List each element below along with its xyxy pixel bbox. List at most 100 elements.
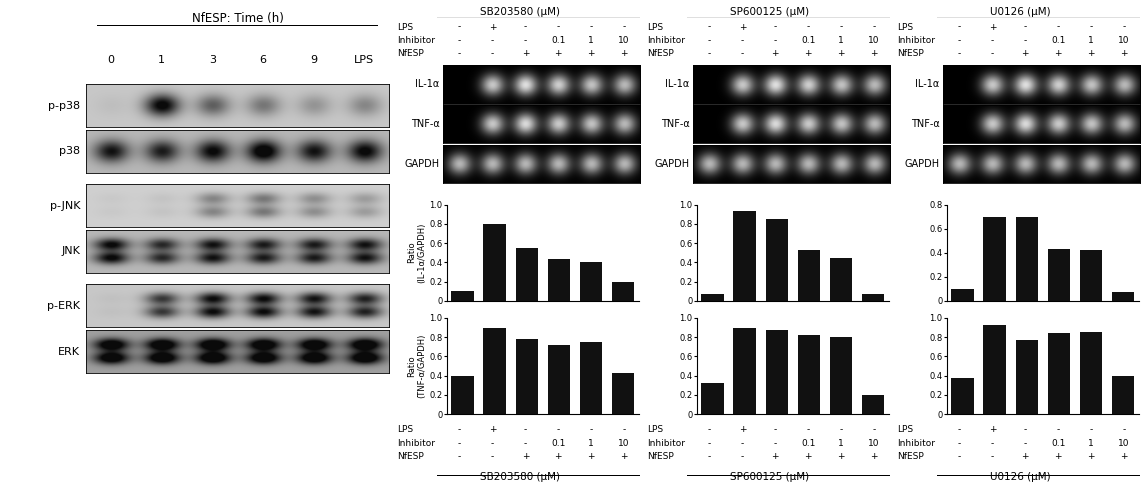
Text: -: -: [623, 425, 625, 434]
Text: ERK: ERK: [58, 347, 80, 356]
Bar: [1016, 340, 1039, 414]
Bar: [579, 262, 602, 301]
Text: -: -: [958, 36, 961, 45]
Text: -: -: [1024, 439, 1027, 448]
Text: -: -: [958, 439, 961, 448]
Bar: [611, 282, 634, 301]
Text: IL-1α: IL-1α: [416, 79, 440, 89]
Text: LPS: LPS: [397, 425, 413, 434]
Bar: [702, 294, 724, 301]
Text: 3: 3: [208, 55, 215, 65]
Bar: [862, 395, 884, 414]
Text: -: -: [774, 36, 777, 45]
Text: p-ERK: p-ERK: [47, 301, 80, 311]
Text: -: -: [491, 49, 495, 58]
Text: -: -: [458, 439, 461, 448]
Text: SP600125 (μM): SP600125 (μM): [731, 7, 810, 17]
Bar: [1048, 249, 1071, 301]
Text: U0126 (μM): U0126 (μM): [989, 7, 1050, 17]
Bar: [702, 384, 724, 414]
Text: -: -: [708, 36, 711, 45]
Text: -: -: [458, 36, 461, 45]
Text: -: -: [990, 36, 994, 45]
Text: 0.1: 0.1: [802, 36, 815, 45]
Text: +: +: [1055, 49, 1061, 58]
Text: -: -: [741, 452, 744, 461]
Bar: [579, 342, 602, 414]
Text: SB203580 (μM): SB203580 (μM): [480, 472, 560, 482]
Text: LPS: LPS: [898, 425, 914, 434]
Text: -: -: [774, 425, 777, 434]
Bar: [798, 250, 820, 301]
Text: p38: p38: [60, 146, 80, 156]
Text: 10: 10: [868, 36, 879, 45]
Text: GAPDH: GAPDH: [404, 159, 440, 169]
Text: -: -: [839, 425, 843, 434]
Text: +: +: [772, 49, 779, 58]
Text: p-p38: p-p38: [48, 101, 80, 110]
Text: -: -: [806, 425, 810, 434]
Text: -: -: [523, 23, 527, 32]
Text: -: -: [556, 425, 560, 434]
Text: 0.1: 0.1: [551, 439, 566, 448]
Text: -: -: [990, 49, 994, 58]
Text: 1: 1: [589, 439, 594, 448]
Text: 1: 1: [838, 439, 844, 448]
Text: +: +: [988, 23, 996, 32]
Text: -: -: [1024, 23, 1027, 32]
Text: +: +: [739, 425, 747, 434]
Bar: [1080, 250, 1103, 301]
Text: NfESP: Time (h): NfESP: Time (h): [191, 12, 284, 25]
Text: +: +: [522, 452, 529, 461]
Text: +: +: [1120, 452, 1128, 461]
Text: NfESP: NfESP: [898, 452, 924, 461]
Text: +: +: [1120, 49, 1128, 58]
Text: -: -: [1024, 36, 1027, 45]
Text: -: -: [741, 439, 744, 448]
Text: +: +: [1055, 452, 1061, 461]
Text: LPS: LPS: [397, 23, 413, 32]
Text: -: -: [1089, 425, 1092, 434]
Bar: [951, 378, 974, 414]
Text: -: -: [872, 425, 876, 434]
Text: -: -: [958, 23, 961, 32]
Bar: [766, 330, 788, 414]
Text: -: -: [806, 23, 810, 32]
Text: Inhibitor: Inhibitor: [647, 36, 686, 45]
Text: GAPDH: GAPDH: [655, 159, 689, 169]
Bar: [547, 345, 570, 414]
Text: LPS: LPS: [647, 425, 663, 434]
Bar: [1112, 376, 1135, 414]
Text: LPS: LPS: [354, 55, 374, 65]
Bar: [611, 373, 634, 414]
Text: -: -: [708, 425, 711, 434]
Text: +: +: [621, 452, 627, 461]
Text: -: -: [458, 49, 461, 58]
Text: -: -: [958, 425, 961, 434]
Text: +: +: [870, 49, 878, 58]
Text: IL-1α: IL-1α: [915, 79, 940, 89]
Text: +: +: [837, 49, 845, 58]
Text: NfESP: NfESP: [397, 49, 424, 58]
Bar: [984, 325, 1006, 414]
Text: -: -: [708, 452, 711, 461]
Text: -: -: [491, 36, 495, 45]
Bar: [1048, 333, 1071, 414]
Text: Inhibitor: Inhibitor: [397, 36, 435, 45]
Text: -: -: [590, 23, 593, 32]
Bar: [862, 294, 884, 301]
Text: 10: 10: [618, 36, 630, 45]
Bar: [951, 289, 974, 301]
Text: +: +: [772, 452, 779, 461]
Text: 10: 10: [1119, 36, 1130, 45]
Text: -: -: [523, 425, 527, 434]
Bar: [1080, 332, 1103, 414]
Text: -: -: [1024, 425, 1027, 434]
Text: 0.1: 0.1: [802, 439, 815, 448]
Text: -: -: [990, 439, 994, 448]
Y-axis label: Ratio
(IL-1α/GAPDH): Ratio (IL-1α/GAPDH): [406, 222, 426, 283]
Bar: [1112, 292, 1135, 301]
Text: 0.1: 0.1: [551, 36, 566, 45]
Bar: [547, 259, 570, 301]
Text: -: -: [1057, 425, 1060, 434]
